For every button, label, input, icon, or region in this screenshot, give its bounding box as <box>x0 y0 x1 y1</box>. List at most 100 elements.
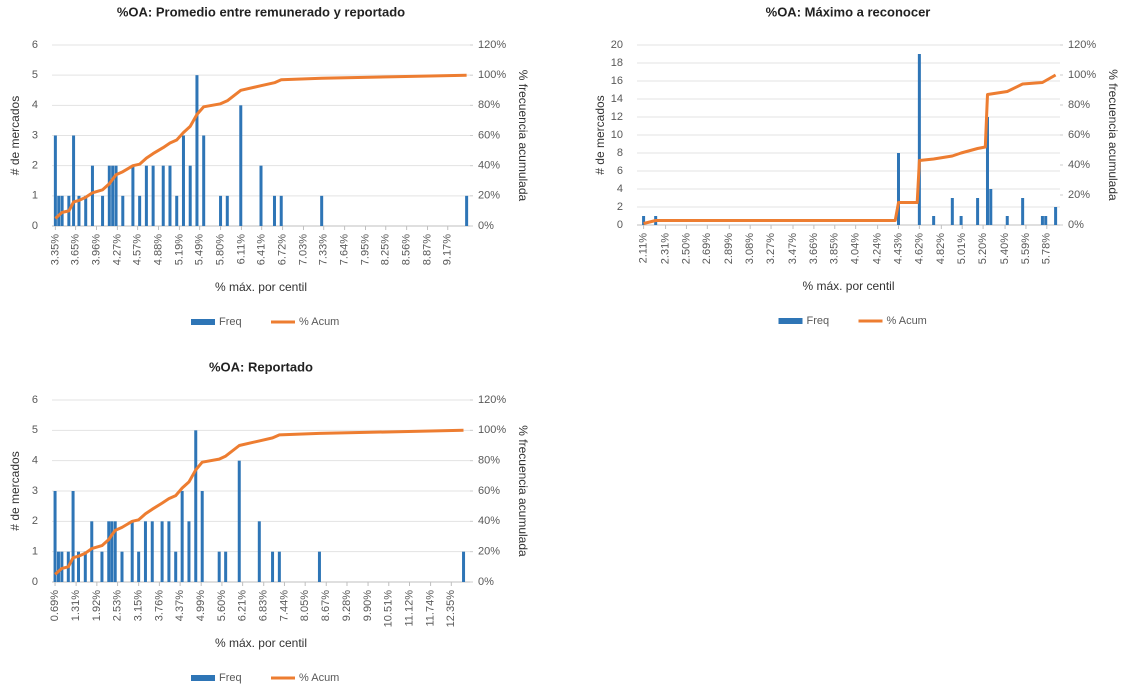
y-tick-label: 5 <box>32 69 38 81</box>
x-tick-label: 4.43% <box>892 233 904 264</box>
bar <box>1044 216 1048 225</box>
y-tick-label: 0 <box>32 576 38 588</box>
y-tick-label: 6 <box>32 394 38 406</box>
bar <box>90 521 94 582</box>
bar <box>150 521 154 582</box>
y-tick-label: 4 <box>32 455 38 467</box>
bar <box>100 551 104 582</box>
y-tick-label: 0 <box>32 220 38 232</box>
y2-tick-label: 100% <box>478 69 506 81</box>
bar <box>56 551 60 582</box>
y2-tick-label: 80% <box>478 99 500 111</box>
y-tick-label: 3 <box>32 129 38 141</box>
bar <box>131 165 135 226</box>
x-tick-label: 2.11% <box>637 233 649 264</box>
y-tick-label: 8 <box>617 147 623 159</box>
bar <box>168 165 172 226</box>
bar <box>202 135 206 226</box>
legend-label: Freq <box>219 316 242 328</box>
bar <box>144 165 148 226</box>
y2-tick-label: 0% <box>1068 219 1084 231</box>
bar <box>279 195 283 226</box>
x-tick-label: 5.19% <box>173 234 185 265</box>
y2-axis-title: % frecuencia acumulada <box>516 425 530 557</box>
x-tick-label: 3.66% <box>808 233 820 264</box>
x-tick-label: 11.74% <box>424 590 436 627</box>
y2-tick-label: 100% <box>1068 69 1096 81</box>
x-tick-label: 7.64% <box>339 234 351 265</box>
y-tick-label: 2 <box>32 160 38 172</box>
y2-tick-label: 0% <box>478 576 494 588</box>
y-tick-label: 18 <box>611 57 623 69</box>
bar <box>110 521 114 582</box>
x-axis-title: % máx. por centil <box>802 279 894 293</box>
bar <box>72 135 76 226</box>
cumulative-line <box>54 428 464 576</box>
x-tick-label: 2.50% <box>680 233 692 264</box>
bar <box>151 165 155 226</box>
legend-label: % Acum <box>887 315 927 327</box>
bar <box>976 198 980 225</box>
x-tick-label: 10.51% <box>383 590 395 628</box>
x-tick-label: 5.59% <box>1020 233 1032 264</box>
bar <box>989 189 993 225</box>
x-tick-label: 6.41% <box>256 234 268 265</box>
y-tick-label: 6 <box>617 165 623 177</box>
y-tick-label: 6 <box>32 39 38 51</box>
legend-swatch <box>778 318 803 324</box>
bar <box>277 551 281 582</box>
y-axis-title: # de mercados <box>8 451 22 530</box>
x-tick-label: 8.05% <box>299 590 311 621</box>
y-tick-label: 20 <box>611 39 623 51</box>
bar <box>194 430 198 582</box>
bar <box>187 521 191 582</box>
bar <box>642 216 646 225</box>
legend-label: Freq <box>219 672 242 684</box>
bar <box>167 521 171 582</box>
x-tick-label: 2.69% <box>701 233 713 264</box>
bar <box>896 153 900 225</box>
x-tick-label: 6.11% <box>235 234 247 265</box>
x-tick-label: 4.37% <box>174 590 186 621</box>
x-tick-label: 4.99% <box>195 590 207 621</box>
y-axis-title: # de mercados <box>593 95 607 174</box>
x-tick-label: 11.12% <box>403 590 415 627</box>
bar <box>985 117 989 225</box>
y2-tick-label: 0% <box>478 220 494 232</box>
x-tick-label: 3.96% <box>90 234 102 265</box>
x-tick-label: 3.27% <box>765 233 777 264</box>
x-tick-label: 2.89% <box>723 233 735 264</box>
bar <box>195 75 199 227</box>
y-tick-label: 4 <box>32 99 38 111</box>
x-tick-label: 9.28% <box>341 590 353 621</box>
y2-tick-label: 60% <box>478 485 500 497</box>
cumulative-line <box>54 73 467 220</box>
y2-tick-label: 60% <box>478 129 500 141</box>
y2-tick-label: 40% <box>478 160 500 172</box>
y-tick-label: 1 <box>32 190 38 202</box>
y-tick-label: 0 <box>617 219 623 231</box>
x-tick-label: 4.82% <box>935 233 947 264</box>
y2-tick-label: 120% <box>478 39 506 51</box>
y-tick-label: 5 <box>32 424 38 436</box>
legend-label: Freq <box>807 315 830 327</box>
x-tick-label: 8.25% <box>380 234 392 265</box>
x-axis-title: % máx. por centil <box>215 636 307 650</box>
bar <box>200 491 204 582</box>
bar <box>465 195 469 226</box>
bar <box>107 521 111 582</box>
bar <box>114 165 118 226</box>
bar <box>932 216 936 225</box>
x-tick-label: 8.56% <box>401 234 413 265</box>
x-tick-label: 4.57% <box>132 234 144 265</box>
y2-tick-label: 20% <box>1068 189 1090 201</box>
bar <box>84 195 88 226</box>
y2-tick-label: 80% <box>1068 99 1090 111</box>
bar <box>53 135 57 226</box>
chart-title: %OA: Promedio entre remunerado y reporta… <box>117 4 405 19</box>
y-tick-label: 16 <box>611 75 623 87</box>
x-tick-label: 4.27% <box>111 234 123 265</box>
bar <box>60 551 64 582</box>
x-tick-label: 8.67% <box>320 590 332 621</box>
x-tick-label: 2.53% <box>111 590 123 621</box>
